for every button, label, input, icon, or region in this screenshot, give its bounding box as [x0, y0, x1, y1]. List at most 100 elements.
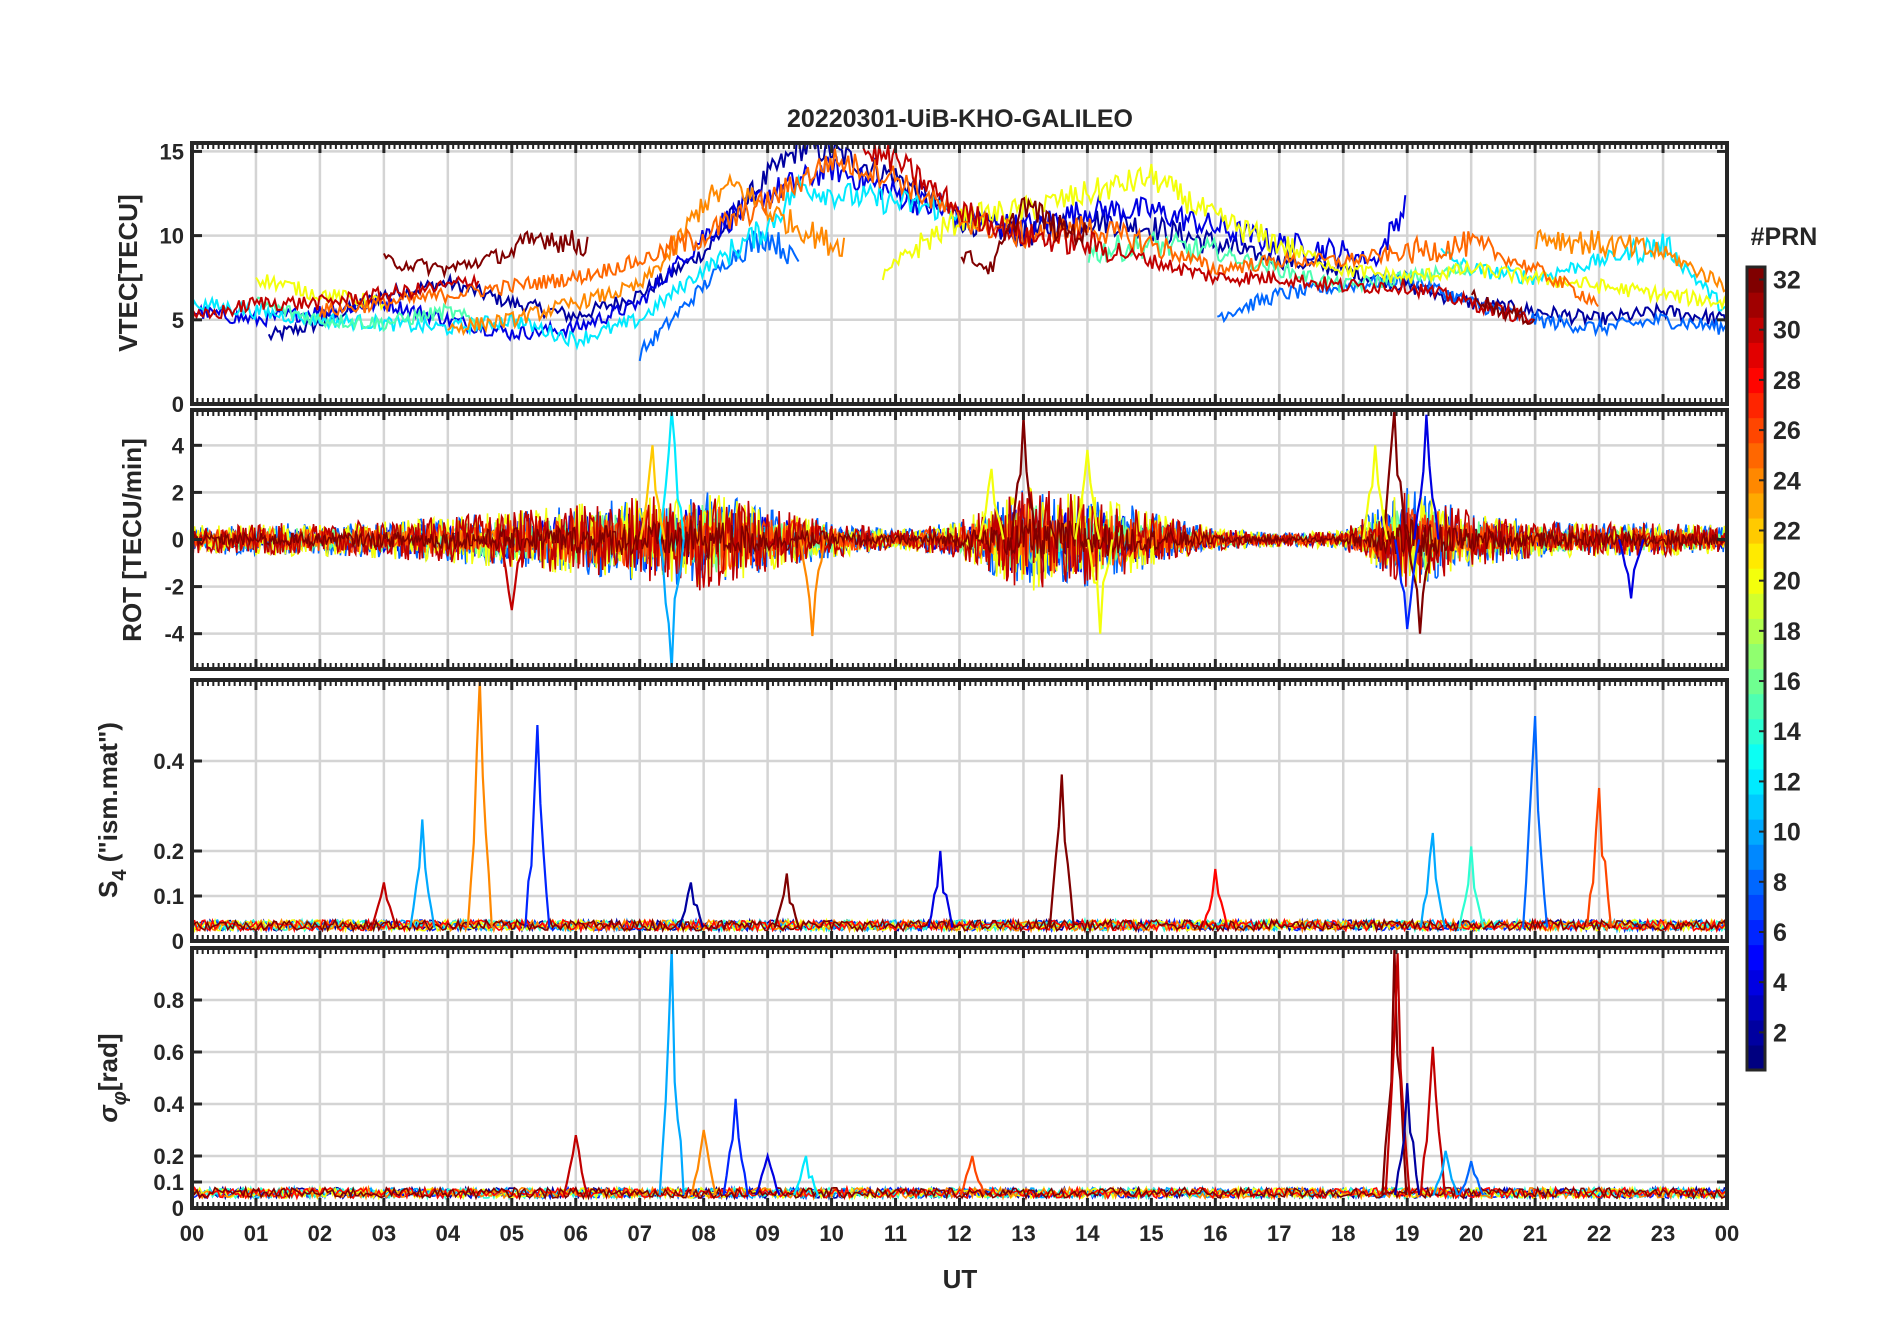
- s4-spike-prn-28: [1202, 868, 1229, 928]
- colorbar-band-prn-27: [1747, 392, 1765, 419]
- colorbar-band-prn-2: [1747, 1019, 1765, 1046]
- panel-rot-frame: [190, 408, 1729, 671]
- sigma_phi-spike-prn-2: [1394, 1083, 1421, 1196]
- colorbar-band-prn-25: [1747, 442, 1765, 469]
- colorbar-tick-label: 18: [1773, 618, 1801, 646]
- colorbar-label: #PRN: [1751, 223, 1818, 251]
- x-tick-label: 00: [180, 1221, 204, 1246]
- panel-vtec-frame: [190, 141, 1729, 406]
- y-tick-label: 0: [172, 1196, 184, 1221]
- colorbar-band-prn-19: [1747, 593, 1765, 619]
- s4-spike-prn-10: [1419, 832, 1446, 928]
- colorbar-tick-label: 26: [1773, 417, 1801, 445]
- sigma_phi-spike-prn-8: [1458, 1160, 1485, 1196]
- rot-spike-prn-4: [1618, 539, 1645, 599]
- panel-s4-grid: [192, 680, 1727, 941]
- y-tick-label: 5: [172, 308, 184, 333]
- y-tick-label: -4: [164, 622, 184, 647]
- x-tick-label: 00: [1715, 1221, 1739, 1246]
- colorbar-band-prn-23: [1747, 492, 1765, 519]
- colorbar-tick-label: 14: [1773, 718, 1801, 746]
- colorbar-tick-label: 6: [1773, 919, 1787, 947]
- chart-title: 20220301-UiB-KHO-GALILEO: [787, 105, 1133, 133]
- colorbar-band-prn-5: [1747, 944, 1765, 971]
- colorbar-band-prn-16: [1747, 668, 1765, 695]
- s4-spike-prn-24: [466, 680, 493, 928]
- colorbar-tick-label: 30: [1773, 317, 1801, 345]
- panel-s4: 0 0.1 0.2 0.4 S4 ("ism.mat"): [93, 678, 1729, 954]
- panel-s4-ylabel-sub: 4: [109, 869, 131, 881]
- x-tick-label: 09: [755, 1221, 779, 1246]
- s4-spike-prn-6: [524, 724, 551, 928]
- x-axis-label: UT: [943, 1264, 978, 1294]
- sigma_phi-spike-prn-26: [959, 1155, 986, 1196]
- x-tick-label: 23: [1651, 1221, 1675, 1246]
- x-tick-label: 20: [1459, 1221, 1483, 1246]
- x-tick-label: 01: [244, 1221, 268, 1246]
- y-tick-label: 0.1: [153, 1170, 184, 1195]
- x-tick-label: 21: [1523, 1221, 1547, 1246]
- vtec-series-line-prn-25: [318, 148, 1599, 318]
- colorbar-band-prn-17: [1747, 643, 1765, 670]
- panel-s4-frame: [190, 678, 1729, 943]
- vtec-series-line-prn-30: [192, 144, 1534, 325]
- colorbar-tick-label: 32: [1773, 267, 1801, 295]
- colorbar-band-prn-22: [1747, 517, 1765, 544]
- sigma_phi-spike-prn-30: [562, 1134, 589, 1196]
- x-tick-label: 06: [564, 1221, 588, 1246]
- colorbar-band-prn-15: [1747, 693, 1765, 720]
- x-tick-label: 02: [308, 1221, 332, 1246]
- rot-spike-prn-12: [658, 410, 685, 540]
- panel-vtec-ylabel: VTEC[TECU]: [113, 194, 143, 351]
- panel-sigma-phi-ylabel-rest: [rad]: [93, 1033, 123, 1091]
- x-tick-label: 11: [884, 1221, 907, 1246]
- colorbar-band-prn-31: [1747, 292, 1765, 318]
- rot-spike-prn-4: [1413, 414, 1440, 540]
- rot-series-line-prn-32: [192, 518, 1727, 560]
- colorbar-bands: [1747, 267, 1765, 1071]
- colorbar-tick-label: 8: [1773, 869, 1787, 897]
- x-tick-label: 15: [1139, 1221, 1163, 1246]
- sigma_phi-baseline-line-prn-32: [192, 1185, 1727, 1201]
- s4-spike-prn-26: [1586, 787, 1613, 928]
- s4-spike-prn-2: [677, 882, 704, 928]
- s4-spike-prn-4: [927, 850, 954, 928]
- rot-spike-prn-6: [1394, 539, 1421, 630]
- colorbar-band-prn-4: [1747, 969, 1765, 996]
- sigma_phi-spike-prn-24: [690, 1129, 717, 1196]
- panel-rot-grid: [192, 410, 1727, 669]
- sigma_phi-spike-prn-30: [1419, 1046, 1446, 1196]
- colorbar-band-prn-1: [1747, 1044, 1765, 1071]
- x-tick-label: 18: [1331, 1221, 1355, 1246]
- panel-rot-lines: [192, 410, 1727, 669]
- colorbar-band-prn-24: [1747, 467, 1765, 494]
- colorbar-band-prn-14: [1747, 718, 1765, 745]
- colorbar-band-prn-32: [1747, 267, 1765, 293]
- x-tick-labels: 00 01 02 03 04 05 06 07 08 09 10 11 12 13 14 15 16 17 18 19…: [180, 1221, 1739, 1246]
- colorbar-band-prn-8: [1747, 869, 1765, 895]
- colorbar-tick-label: 4: [1773, 969, 1787, 997]
- x-tick-label: 14: [1075, 1221, 1100, 1246]
- rot-spike-prn-32: [1406, 539, 1434, 634]
- colorbar-band-prn-28: [1747, 367, 1765, 394]
- panel-sigma-phi-frame: [190, 946, 1729, 1210]
- y-tick-label: 0: [172, 929, 184, 954]
- panel-rot: -4 -2 0 2 4 ROT [TECU/min]: [117, 408, 1729, 671]
- x-tick-label: 08: [691, 1221, 715, 1246]
- colorbar-band-prn-3: [1747, 994, 1765, 1021]
- panel-sigma-phi: 00.10.2 0.4 0.6 0.8 σφ[rad]: [93, 946, 1729, 1221]
- y-tick-label: 0.2: [153, 839, 184, 864]
- y-tick-label: 15: [160, 139, 184, 164]
- s4-spike-prn-8: [1522, 715, 1549, 928]
- panel-sigma-phi-lines: [192, 948, 1727, 1201]
- colorbar-tick-label: 2: [1773, 1019, 1787, 1047]
- colorbar-band-prn-21: [1747, 543, 1765, 569]
- panel-sigma-phi-ylabel-sub: φ: [109, 1091, 131, 1105]
- panel-vtec-lines: [192, 143, 1727, 362]
- rot-spike-prn-20: [1074, 449, 1101, 540]
- colorbar-tick-label: 28: [1773, 367, 1801, 395]
- rot-spike-prn-20: [1362, 445, 1389, 540]
- colorbar-tick-label: 22: [1773, 517, 1801, 545]
- y-tick-label: 10: [160, 224, 184, 249]
- panel-sigma-phi-ylabel: σφ[rad]: [93, 1033, 131, 1122]
